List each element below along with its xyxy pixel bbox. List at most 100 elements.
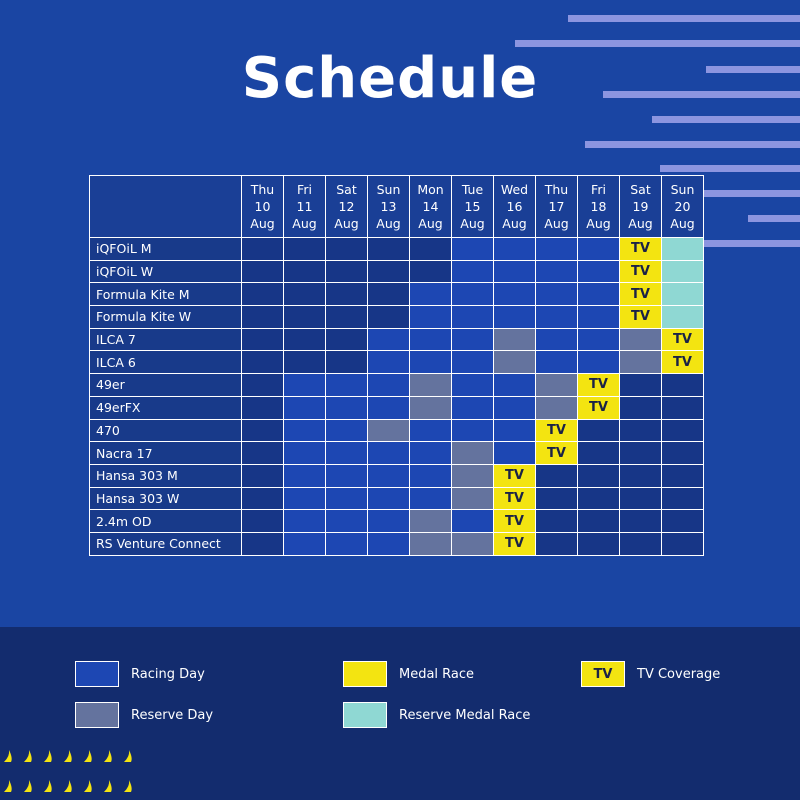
schedule-cell-race bbox=[367, 373, 410, 397]
day-header: Sun 13 Aug bbox=[367, 175, 410, 238]
schedule-cell-race bbox=[577, 282, 620, 307]
schedule-cell-none bbox=[241, 509, 284, 533]
decorative-yellow-marks bbox=[4, 750, 132, 792]
schedule-cell-reserve bbox=[493, 350, 536, 375]
schedule-cell-none bbox=[241, 259, 284, 284]
legend-reserve-medal-race: Reserve Medal Race bbox=[343, 702, 530, 728]
table-row: Hansa 303 W TV bbox=[89, 486, 704, 511]
schedule-cell-rmedal bbox=[661, 282, 704, 307]
racing-day-swatch bbox=[75, 661, 119, 687]
schedule-cell-race bbox=[283, 463, 326, 488]
schedule-cell-none bbox=[241, 531, 284, 556]
day-header: Sat 19 Aug bbox=[619, 175, 662, 238]
table-row: 49er TV bbox=[89, 373, 704, 397]
schedule-cell-none bbox=[241, 305, 284, 329]
tv-coverage-swatch: TV bbox=[581, 661, 625, 687]
schedule-cell-race bbox=[367, 395, 410, 420]
event-name: iQFOiL W bbox=[89, 259, 242, 284]
schedule-cell-race bbox=[493, 441, 536, 465]
schedule-cell-none bbox=[535, 509, 578, 533]
legend-reserve-day: Reserve Day bbox=[75, 702, 213, 728]
table-header-row: Thu 10 Aug Fri 11 Aug Sat 12 Aug Sun 13 Aug Mon 14 Aug… bbox=[89, 175, 704, 238]
schedule-cell-rmedal bbox=[661, 305, 704, 329]
schedule-cell-race bbox=[325, 486, 368, 511]
schedule-cell-race bbox=[283, 418, 326, 443]
event-name: Hansa 303 W bbox=[89, 486, 242, 511]
event-name: 2.4m OD bbox=[89, 509, 242, 533]
schedule-cell-none bbox=[619, 373, 662, 397]
schedule-cell-medal-tv: TV bbox=[493, 531, 536, 556]
legend-label: TV Coverage bbox=[637, 666, 721, 682]
day-header: Fri 11 Aug bbox=[283, 175, 326, 238]
schedule-cell-none bbox=[535, 463, 578, 488]
yellow-mark bbox=[4, 780, 12, 792]
day-header: Tue 15 Aug bbox=[451, 175, 494, 238]
schedule-cell-race bbox=[409, 441, 452, 465]
day-header-date: 10 bbox=[254, 199, 271, 214]
day-header-dow: Thu bbox=[544, 182, 569, 197]
day-header-date: 20 bbox=[674, 199, 691, 214]
schedule-cell-reserve bbox=[409, 395, 452, 420]
schedule-cell-none bbox=[619, 441, 662, 465]
day-header-month: Aug bbox=[628, 216, 653, 231]
schedule-cell-reserve bbox=[451, 463, 494, 488]
schedule-cell-race bbox=[535, 350, 578, 375]
schedule-cell-none bbox=[283, 350, 326, 375]
schedule-cell-reserve bbox=[409, 509, 452, 533]
schedule-cell-none bbox=[241, 441, 284, 465]
schedule-cell-none bbox=[241, 373, 284, 397]
schedule-cell-none bbox=[241, 418, 284, 443]
day-header: Sat 12 Aug bbox=[325, 175, 368, 238]
table-row: 470 TV bbox=[89, 418, 704, 443]
schedule-cell-none bbox=[661, 395, 704, 420]
day-header-month: Aug bbox=[670, 216, 695, 231]
schedule-cell-none bbox=[619, 509, 662, 533]
day-header: Thu 10 Aug bbox=[241, 175, 284, 238]
schedule-cell-none bbox=[661, 441, 704, 465]
event-name: ILCA 7 bbox=[89, 327, 242, 352]
yellow-mark bbox=[44, 750, 52, 762]
legend-label: Medal Race bbox=[399, 666, 475, 682]
yellow-mark bbox=[64, 780, 72, 792]
event-name: 49erFX bbox=[89, 395, 242, 420]
schedule-cell-none bbox=[241, 237, 284, 261]
schedule-cell-none bbox=[577, 509, 620, 533]
schedule-cell-race bbox=[283, 441, 326, 465]
schedule-cell-race bbox=[451, 305, 494, 329]
schedule-cell-none bbox=[283, 305, 326, 329]
schedule-cell-reserve bbox=[409, 531, 452, 556]
schedule-cell-medal-tv: TV bbox=[661, 350, 704, 375]
schedule-cell-race bbox=[451, 418, 494, 443]
schedule-cell-race bbox=[283, 395, 326, 420]
schedule-cell-none bbox=[325, 259, 368, 284]
schedule-cell-race bbox=[409, 463, 452, 488]
day-header-date: 11 bbox=[296, 199, 313, 214]
schedule-cell-medal-tv: TV bbox=[493, 509, 536, 533]
schedule-table: Thu 10 Aug Fri 11 Aug Sat 12 Aug Sun 13 Aug Mon 14 Aug… bbox=[89, 175, 704, 556]
day-header-dow: Sat bbox=[630, 182, 651, 197]
yellow-mark bbox=[24, 750, 32, 762]
schedule-cell-race bbox=[283, 509, 326, 533]
day-header-date: 13 bbox=[380, 199, 397, 214]
schedule-cell-race bbox=[451, 509, 494, 533]
schedule-cell-race bbox=[325, 395, 368, 420]
table-row: 49erFX TV bbox=[89, 395, 704, 420]
schedule-cell-none bbox=[577, 418, 620, 443]
schedule-cell-race bbox=[451, 327, 494, 352]
schedule-cell-medal-tv: TV bbox=[577, 395, 620, 420]
day-header: Wed 16 Aug bbox=[493, 175, 536, 238]
schedule-cell-none bbox=[619, 463, 662, 488]
schedule-cell-none bbox=[325, 282, 368, 307]
schedule-cell-none bbox=[241, 350, 284, 375]
schedule-cell-medal-tv: TV bbox=[661, 327, 704, 352]
day-header-dow: Sat bbox=[336, 182, 357, 197]
event-name: 470 bbox=[89, 418, 242, 443]
day-header-dow: Mon bbox=[417, 182, 444, 197]
schedule-cell-rmedal bbox=[661, 237, 704, 261]
schedule-cell-none bbox=[661, 509, 704, 533]
schedule-cell-none bbox=[619, 486, 662, 511]
day-header-month: Aug bbox=[418, 216, 443, 231]
schedule-cell-medal-tv: TV bbox=[493, 463, 536, 488]
yellow-mark bbox=[104, 780, 112, 792]
schedule-cell-none bbox=[409, 237, 452, 261]
